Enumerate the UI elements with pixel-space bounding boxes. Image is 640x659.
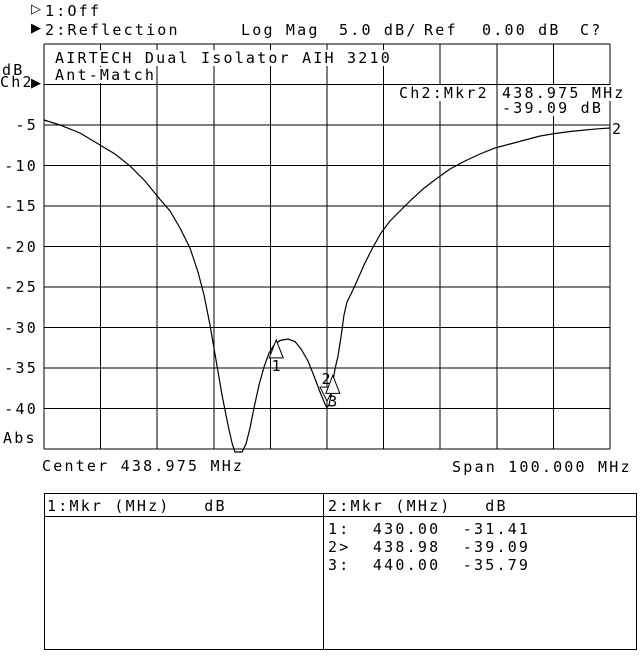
channel1-select-icon: ▷ <box>31 2 41 17</box>
marker-table-row: 1: 430.00 -31.41 <box>328 520 531 538</box>
trace-number-label: 2 <box>612 120 621 138</box>
graticule <box>43 43 611 450</box>
cal-status: C? <box>580 21 603 39</box>
y-tick-label: -20 <box>4 238 38 256</box>
marker-table-ch2-header: 2:Mkr (MHz) dB <box>324 494 636 517</box>
marker-table-ch2-body: 1: 430.00 -31.41 2> 438.98 -39.09 3: 440.0… <box>324 517 636 574</box>
y-tick-label: -10 <box>4 157 38 175</box>
y-units-label: dB <box>2 61 25 79</box>
reflection-trace <box>43 119 611 453</box>
scale-annunciator: 5.0 dB/ <box>339 21 418 39</box>
title-line2: Ant-Match <box>55 66 157 84</box>
marker-readout-label: Ch2:Mkr2 <box>399 84 489 102</box>
title-line1: AIRTECH Dual Isolator AIH 3210 <box>55 49 392 67</box>
marker-table-row: 3: 440.00 -35.79 <box>328 556 531 574</box>
active-channel-label: Ch2 <box>0 73 34 91</box>
marker-table-row: 2> 438.98 -39.09 <box>328 538 531 556</box>
marker-3-number: 3 <box>328 392 337 410</box>
channel1-annunciator: 1:Off <box>45 2 102 20</box>
marker-table-ch2-panel: 2:Mkr (MHz) dB 1: 430.00 -31.41 2> 438.98… <box>324 494 636 649</box>
marker-readout-level: -39.09 dB <box>502 99 604 117</box>
span-label: Span 100.000 MHz <box>452 458 632 476</box>
marker-1-number: 1 <box>272 357 281 375</box>
marker-table: 1:Mkr (MHz) dB 2:Mkr (MHz) dB 1: 430.00 … <box>44 493 637 650</box>
marker-table-ch1-panel: 1:Mkr (MHz) dB <box>45 494 324 649</box>
marker-table-ch1-header: 1:Mkr (MHz) dB <box>45 494 323 517</box>
marker-symbols: 1 2 3 <box>268 338 341 410</box>
channel2-annunciator: 2:Reflection <box>45 21 180 39</box>
y-tick-label: -30 <box>4 319 38 337</box>
ref-label: Ref <box>424 21 458 39</box>
marker-2-number: 2 <box>322 370 331 388</box>
reflection-chart: 1 2 3 2 <box>43 43 621 453</box>
format-annunciator: Log Mag <box>241 21 320 39</box>
ref-position-arrow-icon: ▶ <box>31 76 41 91</box>
y-tick-label: -25 <box>4 278 38 296</box>
marker-3-symbol <box>325 374 341 394</box>
channel2-select-icon: ▶ <box>31 21 41 36</box>
marker-1-symbol <box>268 338 284 359</box>
marker-readout-freq: 438.975 MHz <box>502 84 626 102</box>
marker-table-ch1-body <box>45 517 323 520</box>
y-tick-label: -35 <box>4 359 38 377</box>
y-tick-label: -40 <box>4 400 38 418</box>
ref-value: 0.00 dB <box>482 21 561 39</box>
abs-scale-label: Abs <box>3 429 37 447</box>
center-frequency-label: Center 438.975 MHz <box>42 457 245 475</box>
y-tick-label: -15 <box>4 197 38 215</box>
y-tick-label: -5 <box>15 116 38 134</box>
